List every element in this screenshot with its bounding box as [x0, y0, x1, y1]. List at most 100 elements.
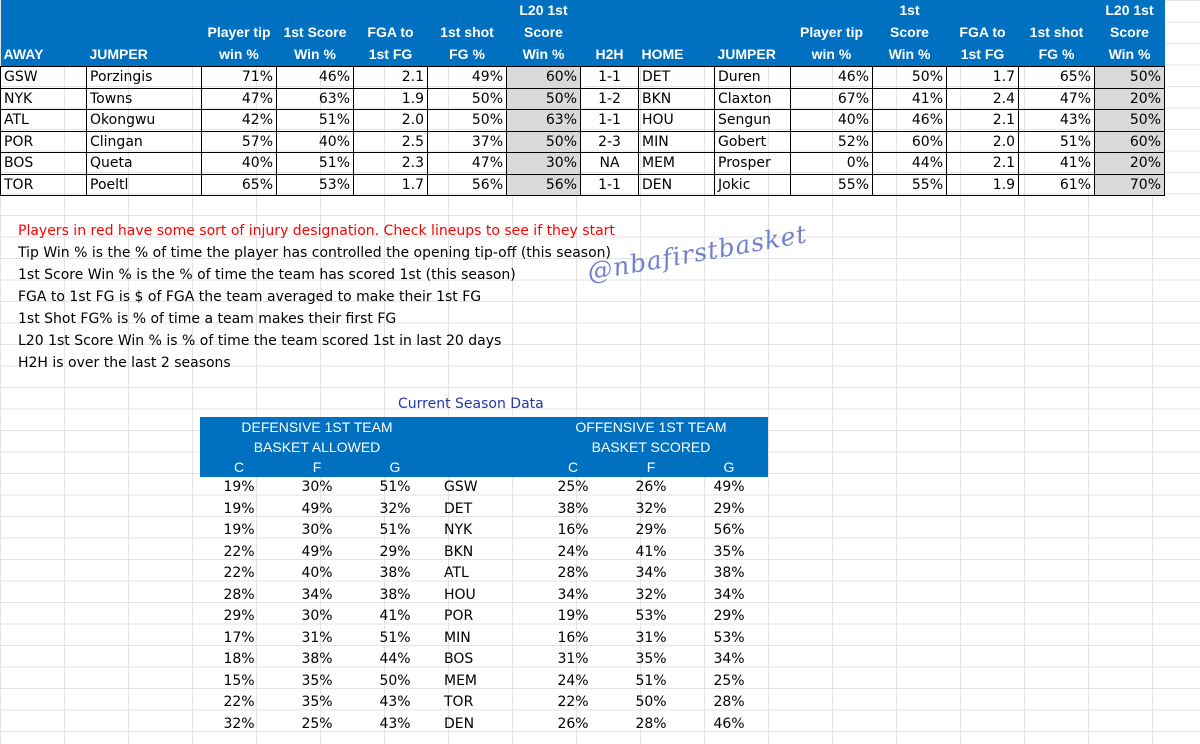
season-row: 18% 38% 44% BOS 31% 35% 34% [200, 649, 768, 671]
off-cell: 31% [635, 629, 667, 646]
table-cell: 1.9 [353, 87, 428, 110]
column-header: AWAY [0, 44, 87, 67]
column-header [946, 0, 1019, 22]
off-cell: 35% [713, 543, 745, 560]
table-cell: 2.4 [946, 87, 1019, 110]
table-cell: BOS [0, 152, 87, 175]
team-cell: TOR [444, 694, 474, 711]
header-row: Player tip 1st Score FGA to 1st shot Score Pl… [0, 22, 1165, 44]
column-header: 1st shot [427, 22, 507, 44]
table-cell: TOR [0, 173, 87, 196]
table-cell: MEM [638, 152, 715, 175]
table-row: POR Clingan 57% 40% 2.5 37% 50% 2-3 MIN Gobert 52%… [0, 130, 1165, 153]
def-cell: 40% [301, 565, 333, 582]
def-cell: 35% [301, 672, 333, 689]
off-cell: 46% [713, 715, 745, 732]
team-cell: BKN [444, 543, 474, 560]
off-col-f: F [612, 457, 690, 477]
table-cell: 67% [790, 87, 873, 110]
table-cell: 60% [506, 66, 581, 89]
header-row: L20 1st 1st L20 1st [0, 0, 1165, 22]
table-cell: 50% [427, 109, 507, 132]
table-cell: 47% [201, 87, 277, 110]
season-row: 29% 30% 41% POR 19% 53% 29% [200, 606, 768, 628]
table-cell: 1.7 [353, 173, 428, 196]
def-cell: 22% [223, 694, 255, 711]
team-cell: MEM [444, 672, 478, 689]
off-cell: 38% [557, 500, 589, 517]
table-cell: Porzingis [86, 66, 202, 89]
column-header: FGA to [353, 22, 428, 44]
column-header [0, 22, 87, 44]
table-cell: 43% [1018, 109, 1095, 132]
table-cell: 1-1 [580, 173, 639, 196]
matchup-table-header: L20 1st 1st L20 1st Player tip 1st Score FGA … [0, 0, 1165, 67]
def-cell: 15% [223, 672, 255, 689]
def-col-f: F [278, 457, 356, 477]
team-cell: BOS [444, 651, 474, 668]
column-header: L20 1st [506, 0, 581, 22]
def-cell: 49% [301, 500, 333, 517]
def-cell: 35% [301, 694, 333, 711]
table-cell: 2.1 [353, 66, 428, 89]
def-cell: 19% [223, 479, 255, 496]
defensive-title-1: DEFENSIVE 1ST TEAM [200, 417, 434, 437]
table-cell: 1.7 [946, 66, 1019, 89]
table-cell: HOU [638, 109, 715, 132]
defensive-title-2: BASKET ALLOWED [200, 437, 434, 457]
team-cell: HOU [444, 586, 476, 603]
table-cell: 56% [506, 173, 581, 196]
column-header: Player tip [790, 22, 873, 44]
off-cell: 28% [635, 715, 667, 732]
column-header: JUMPER [86, 44, 202, 67]
table-cell: 57% [201, 130, 277, 153]
off-cell: 16% [557, 522, 589, 539]
table-cell: 65% [201, 173, 277, 196]
table-cell: 61% [1018, 173, 1095, 196]
table-cell: 50% [506, 130, 581, 153]
offensive-title-2: BASKET SCORED [534, 437, 768, 457]
season-row: 28% 34% 38% HOU 34% 32% 34% [200, 585, 768, 607]
column-header [276, 0, 354, 22]
column-header: win % [201, 44, 277, 67]
table-cell: 1.9 [946, 173, 1019, 196]
off-cell: 34% [635, 565, 667, 582]
column-header: 1st FG [946, 44, 1019, 67]
table-cell: 1-2 [580, 87, 639, 110]
table-cell: ATL [0, 109, 87, 132]
off-cell: 28% [557, 565, 589, 582]
table-cell: 2.5 [353, 130, 428, 153]
off-cell: 28% [713, 694, 745, 711]
table-cell: 46% [790, 66, 873, 89]
def-cell: 19% [223, 500, 255, 517]
table-cell: MIN [638, 130, 715, 153]
def-cell: 29% [379, 543, 411, 560]
column-header [638, 0, 715, 22]
table-cell: 50% [872, 66, 947, 89]
off-cell: 25% [557, 479, 589, 496]
season-data-body: 19% 30% 51% GSW 25% 26% 49% 19% 49% 32% DET 38% 32% 2… [200, 477, 768, 735]
table-cell: 51% [1018, 130, 1095, 153]
injury-note: Players in red have some sort of injury … [18, 223, 615, 239]
column-header [580, 0, 639, 22]
table-cell: Gobert [714, 130, 791, 153]
table-cell: NYK [0, 87, 87, 110]
def-cell: 50% [379, 672, 411, 689]
column-header: Player tip [201, 22, 277, 44]
off-cell: 53% [713, 629, 745, 646]
off-cell: 29% [713, 608, 745, 625]
team-cell: GSW [444, 479, 478, 496]
table-cell: 50% [427, 87, 507, 110]
def-cell: 30% [301, 608, 333, 625]
season-row: 22% 35% 43% TOR 22% 50% 28% [200, 692, 768, 714]
table-cell: 60% [1094, 130, 1165, 153]
off-cell: 34% [713, 586, 745, 603]
table-cell: 51% [276, 109, 354, 132]
def-cell: 43% [379, 694, 411, 711]
table-cell: 47% [1018, 87, 1095, 110]
table-cell: 50% [1094, 66, 1165, 89]
off-cell: 53% [635, 608, 667, 625]
table-cell: 63% [276, 87, 354, 110]
def-cell: 38% [301, 651, 333, 668]
season-row: 15% 35% 50% MEM 24% 51% 25% [200, 671, 768, 693]
